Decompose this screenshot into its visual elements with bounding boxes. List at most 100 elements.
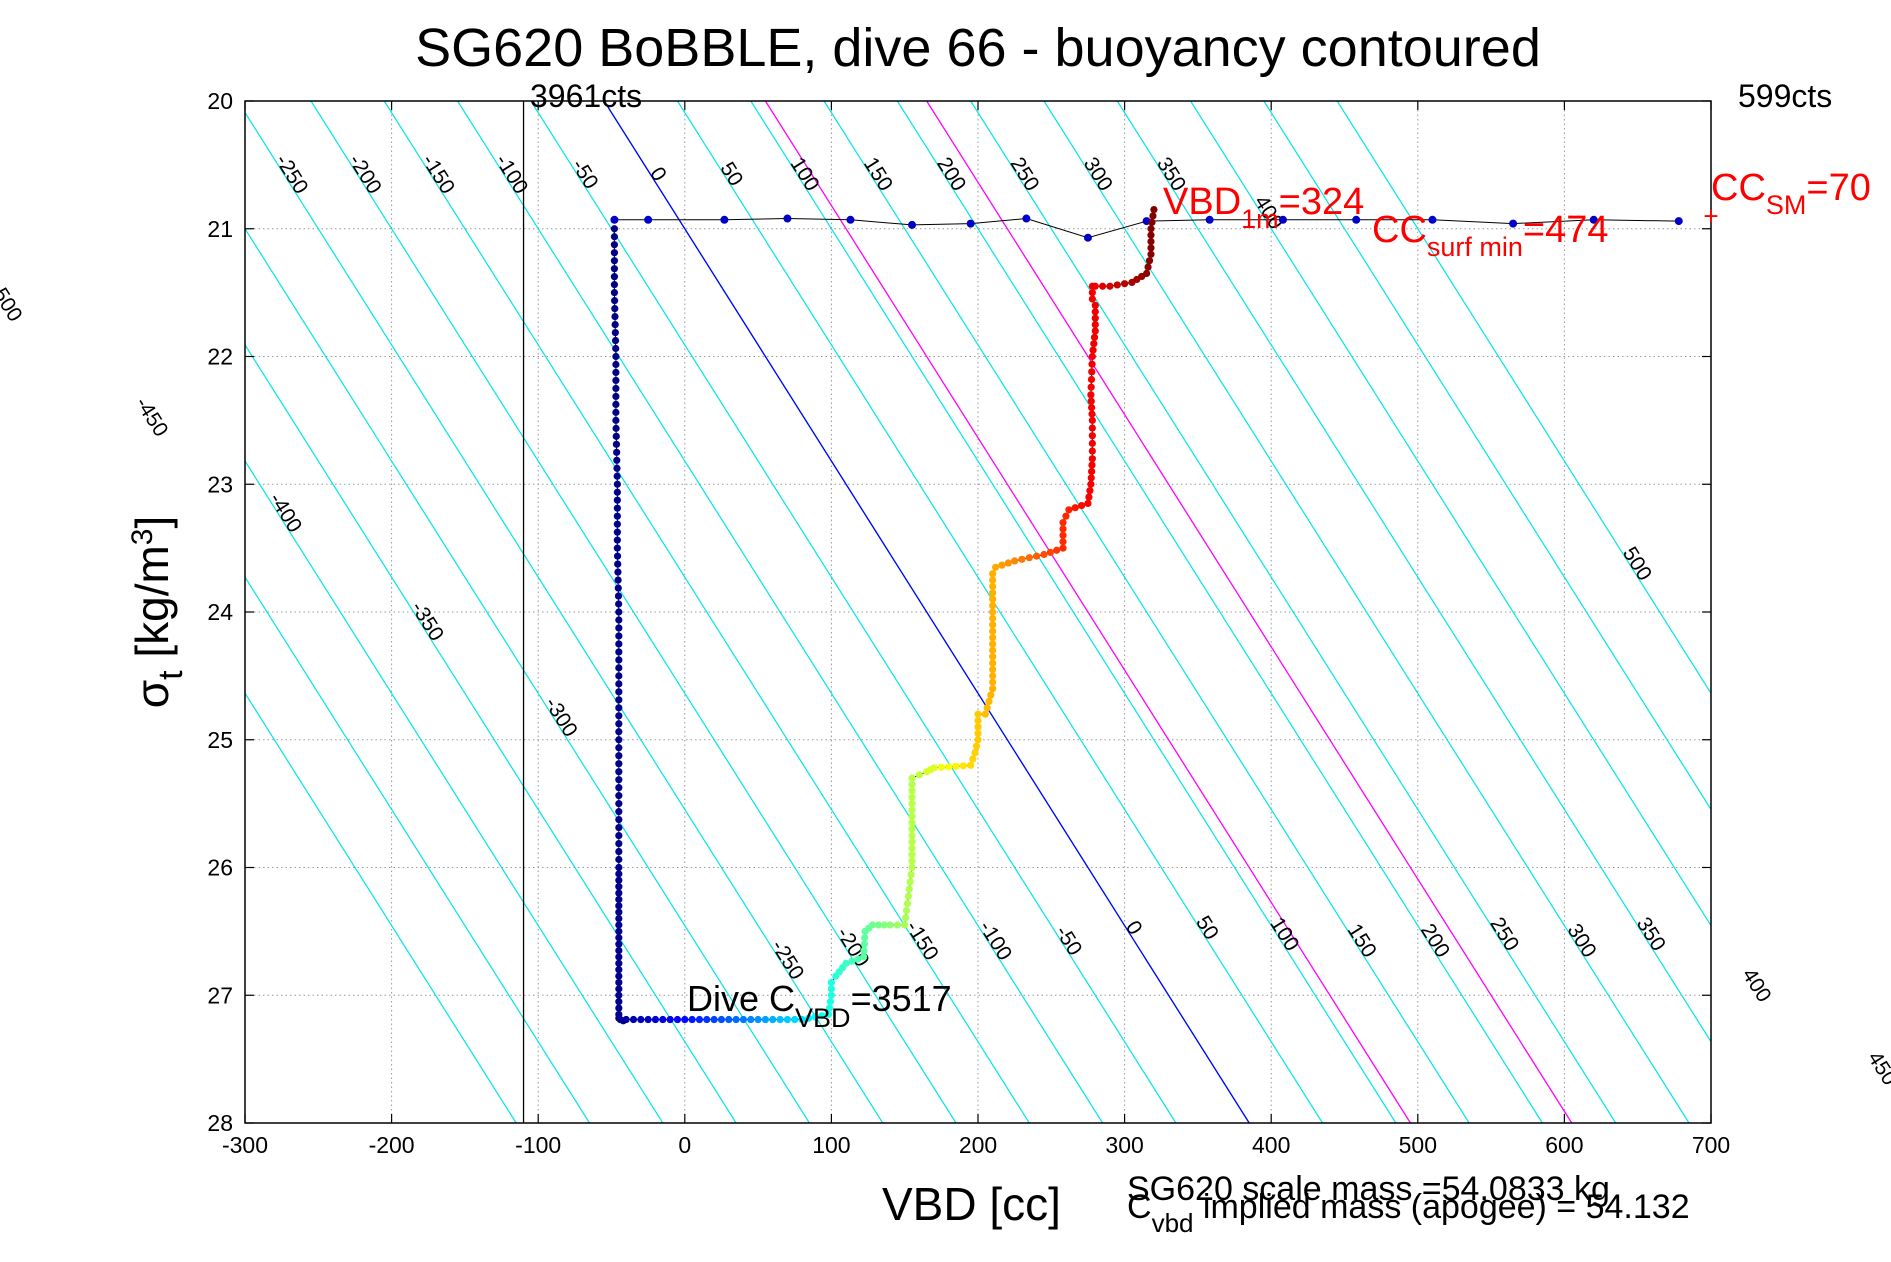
profile-point	[989, 608, 997, 616]
contour-label: 300	[1563, 920, 1601, 962]
dive-cvbd-sub: VBD	[795, 1003, 851, 1033]
profile-point	[1040, 550, 1048, 559]
profile-point	[969, 755, 977, 763]
profile-point	[908, 844, 916, 852]
profile-point	[637, 1015, 645, 1024]
profile-point	[1088, 432, 1096, 440]
contour-line	[823, 101, 1470, 1123]
profile-point	[769, 1015, 777, 1024]
profile-point	[615, 808, 623, 816]
profile-point	[987, 691, 995, 699]
profile-point	[1077, 501, 1086, 510]
contour-line	[457, 101, 1104, 1123]
buoyancy-contours	[245, 101, 1711, 1123]
profile-point	[1113, 281, 1121, 289]
x-tick-label: -300	[222, 1132, 268, 1158]
contour-line	[245, 111, 884, 1123]
cc-sm-sub: SM	[1766, 190, 1807, 220]
surface-point	[1509, 219, 1518, 228]
contour-line	[750, 101, 1397, 1123]
profile-point	[615, 760, 623, 768]
surface-point	[720, 215, 729, 224]
contour-label: -200	[344, 150, 386, 198]
profile-point	[974, 710, 982, 718]
profile-point	[1142, 269, 1151, 278]
contour-line	[245, 459, 664, 1123]
profile-point	[860, 940, 868, 948]
profile-point	[827, 991, 836, 999]
profile-point	[860, 953, 868, 961]
x-tick-label: 700	[1692, 1132, 1730, 1158]
implied-mass-sub: vbd	[1152, 1208, 1194, 1238]
profile-point	[613, 488, 621, 496]
chart-title: SG620 BoBBLE, dive 66 - buoyancy contour…	[415, 18, 1541, 78]
profile-point	[615, 883, 623, 891]
profile-point	[613, 456, 621, 464]
dive-cvbd-value: =3517	[851, 978, 952, 1019]
profile-point	[615, 720, 623, 728]
profile-point	[861, 934, 869, 942]
profile-point	[868, 921, 877, 929]
profile-point	[612, 376, 620, 385]
contour-label: -150	[417, 150, 459, 198]
profile-point	[974, 723, 982, 731]
x-axis-ticks: -300 -200 -100 0 100 200 300 400 500 600 700	[222, 101, 1730, 1158]
profile-point	[615, 600, 623, 608]
contour-label: -400	[264, 489, 306, 537]
contour-line	[245, 227, 810, 1123]
profile-point	[615, 998, 623, 1006]
profile-point	[1149, 212, 1157, 220]
profile-point	[615, 831, 623, 840]
profile-point	[615, 895, 623, 904]
profile-point	[776, 1015, 784, 1024]
contour-label: 200	[1416, 920, 1454, 962]
y-axis-ticks: 20 21 22 23 24 25 26 27 28	[207, 88, 1711, 1136]
y-axis-sub: t	[152, 670, 190, 680]
profile-point	[908, 831, 916, 840]
profile-point	[615, 656, 623, 664]
surface-point	[1022, 214, 1031, 223]
profile-point	[651, 1015, 660, 1024]
profile-point	[614, 576, 622, 584]
profile-point	[615, 815, 623, 824]
contour-line	[1263, 101, 1711, 811]
profile-point	[1099, 282, 1107, 290]
contour-line	[383, 101, 1030, 1123]
contour-line	[245, 576, 591, 1123]
profile-point	[908, 780, 916, 789]
profile-point	[610, 225, 619, 233]
profile-point	[613, 544, 621, 552]
profile-point	[615, 784, 623, 792]
profile-point	[1059, 538, 1067, 546]
profile-point	[1091, 301, 1099, 309]
contour-line	[1043, 101, 1690, 1123]
dive-profile-points	[610, 205, 1158, 1025]
x-tick-label: 600	[1545, 1132, 1583, 1158]
profile-point	[1059, 518, 1067, 527]
profile-point	[612, 440, 621, 448]
profile-point	[611, 304, 619, 313]
contour-label: 350	[1632, 913, 1670, 955]
profile-point	[611, 336, 620, 345]
profile-point	[1046, 548, 1054, 556]
surface-point	[908, 220, 917, 229]
y-axis-symbol: σ	[126, 680, 178, 708]
profile-point	[1059, 525, 1067, 533]
profile-point	[1147, 231, 1155, 239]
profile-point	[615, 991, 623, 999]
profile-point	[615, 953, 623, 961]
profile-point	[825, 1004, 834, 1012]
profile-point	[783, 1015, 792, 1024]
profile-point	[1088, 289, 1096, 297]
profile-point	[1090, 333, 1099, 341]
profile-point	[959, 762, 967, 770]
profile-point	[622, 1015, 630, 1024]
profile-point	[981, 710, 989, 718]
profile-point	[1086, 487, 1094, 495]
profile-point	[1091, 308, 1099, 316]
profile-point	[908, 863, 916, 872]
profile-point	[613, 520, 621, 528]
contour-line	[896, 101, 1543, 1123]
profile-point	[615, 959, 623, 967]
profile-point	[791, 1015, 799, 1024]
